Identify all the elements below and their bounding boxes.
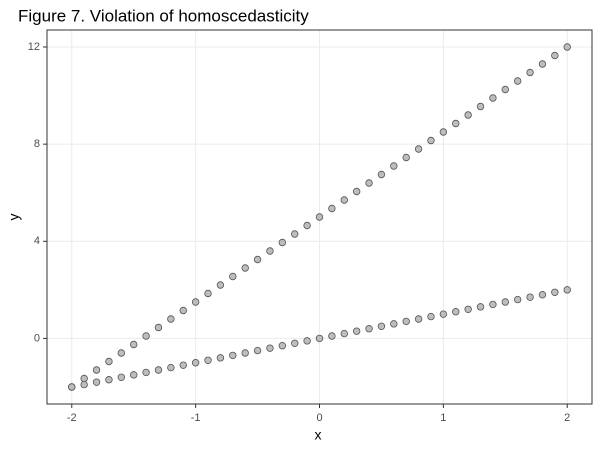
point [551,51,559,60]
x-tick-label: 0 [316,412,322,424]
point [278,342,287,350]
point [216,354,225,362]
point [464,305,472,313]
point [538,60,547,68]
x-tick-label: -2 [67,412,77,424]
point [563,43,571,51]
chart-title: Figure 7. Violation of homoscedasticity [18,6,309,25]
y-tick-label: 4 [34,235,40,247]
point [229,272,237,281]
point [80,380,88,389]
point [390,162,398,170]
point [92,366,101,374]
point [427,312,435,321]
point [352,327,361,335]
point [538,291,547,299]
plot-border [46,29,593,405]
point [266,344,274,352]
point [340,329,348,338]
point [216,281,225,289]
point [526,293,534,301]
point [105,357,113,366]
point [328,204,336,213]
point [402,153,410,162]
point [489,300,497,309]
point [452,119,460,128]
point [526,68,534,77]
point [191,359,200,367]
point [414,315,423,323]
point [303,221,311,230]
point [365,325,373,333]
point [241,349,249,357]
point [142,368,150,377]
point [452,308,460,316]
point [315,334,324,343]
point [241,264,249,272]
point [563,286,571,294]
point [476,102,485,111]
point [117,349,126,357]
point [130,340,138,349]
point [464,111,472,119]
point [278,238,287,247]
point [489,94,497,102]
point [92,378,101,386]
point [303,337,311,345]
point [377,322,386,330]
point [377,170,386,179]
x-axis-title: x [315,427,322,443]
point [204,289,212,298]
y-axis-title: y [6,214,22,221]
point [291,230,299,238]
x-tick-label: -1 [191,412,201,424]
point [439,128,448,136]
point [476,303,485,311]
point [191,298,200,306]
x-tick-label: 2 [564,412,570,424]
point [167,363,175,372]
point [365,179,373,187]
point [402,317,410,326]
y-tick-label: 8 [34,138,40,150]
point [253,346,262,355]
point [427,136,435,145]
point [414,145,423,153]
point [266,247,274,255]
point [80,374,88,383]
point [105,376,113,384]
point [204,356,212,364]
point [179,306,187,315]
point [68,383,76,391]
point [291,339,299,347]
point [513,77,522,85]
point [179,361,187,369]
point [117,373,126,381]
point [390,320,398,328]
y-tick-label: 12 [28,41,40,53]
point [340,196,348,204]
point [229,351,237,360]
point [154,366,163,374]
x-tick-label: 1 [440,412,446,424]
point [352,187,361,196]
point [142,332,150,340]
point [315,213,324,221]
point [501,298,509,306]
point [154,323,163,332]
point [167,315,175,323]
y-tick-label: 0 [34,332,40,344]
point [130,371,138,379]
point [513,295,522,304]
point [439,310,448,318]
point [253,255,262,264]
point [328,332,336,340]
point [551,288,559,296]
point [501,85,509,94]
